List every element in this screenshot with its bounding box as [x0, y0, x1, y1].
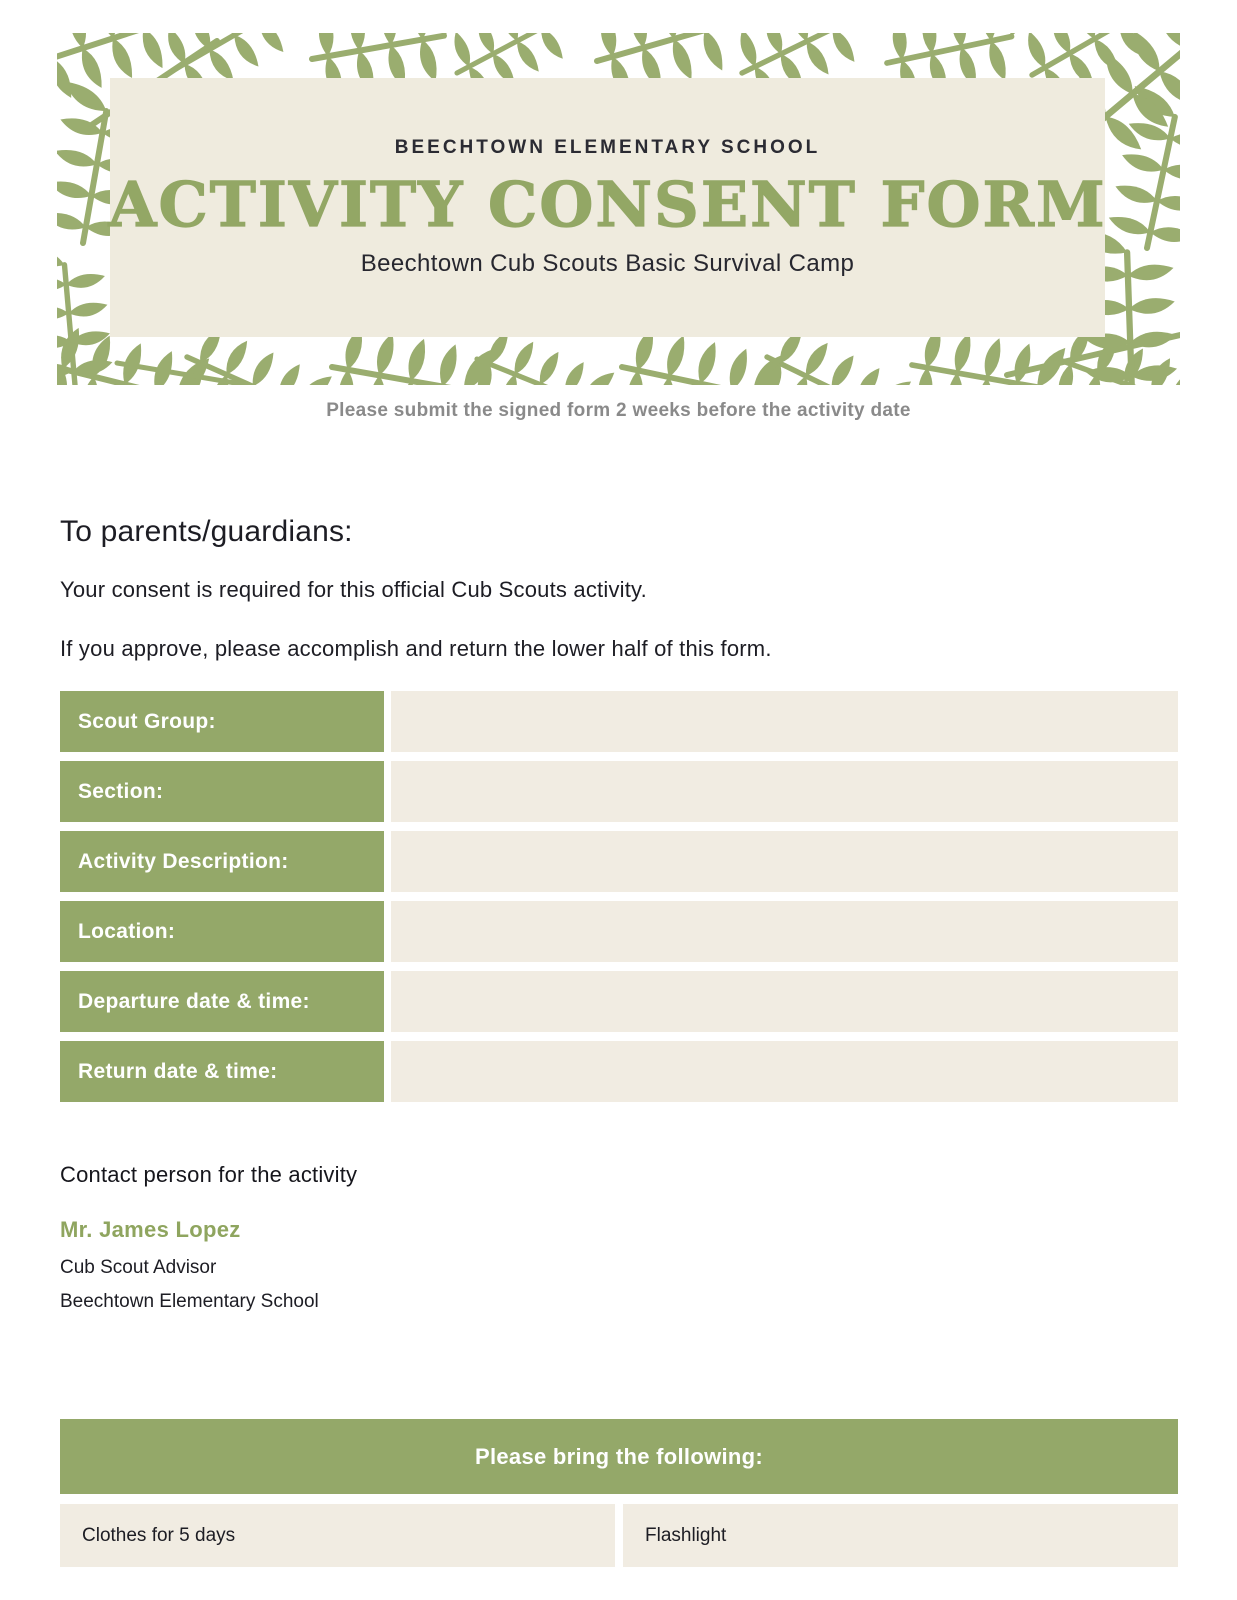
page-subtitle: Beechtown Cub Scouts Basic Survival Camp [360, 249, 855, 277]
field-value-cell[interactable] [391, 831, 1178, 892]
contact-heading: Contact person for the activity [60, 1162, 358, 1187]
field-value-cell[interactable] [391, 1041, 1178, 1102]
field-value-cell[interactable] [391, 971, 1178, 1032]
field-value-cell[interactable] [391, 691, 1178, 752]
form-row: Activity Description: [60, 831, 1178, 892]
form-row: Departure date & time: [60, 971, 1178, 1032]
leaf-pattern-banner: BEECHTOWN ELEMENTARY SCHOOL ACTIVITY CON… [57, 33, 1180, 385]
intro-heading: To parents/guardians: [60, 515, 353, 548]
bring-items-list: Clothes for 5 days Flashlight [60, 1504, 1178, 1567]
intro-line-2: If you approve, please accomplish and re… [60, 636, 772, 661]
bring-item: Clothes for 5 days [60, 1504, 615, 1567]
form-row: Return date & time: [60, 1041, 1178, 1102]
intro-line-1: Your consent is required for this offici… [60, 577, 647, 602]
form-row: Scout Group: [60, 691, 1178, 752]
form-row: Section: [60, 761, 1178, 822]
page-title: ACTIVITY CONSENT FORM [108, 168, 1107, 242]
form-body: To parents/guardians: Your consent is re… [60, 505, 1178, 1567]
field-label: Section: [60, 761, 384, 822]
bring-item: Flashlight [623, 1504, 1178, 1567]
school-name: BEECHTOWN ELEMENTARY SCHOOL [394, 137, 821, 159]
field-value-cell[interactable] [391, 761, 1178, 822]
contact-role: Cub Scout Advisor [60, 1257, 217, 1278]
field-label: Location: [60, 901, 384, 962]
field-label: Activity Description: [60, 831, 384, 892]
header-card: BEECHTOWN ELEMENTARY SCHOOL ACTIVITY CON… [108, 78, 1107, 337]
bring-heading-banner: Please bring the following: [60, 1419, 1178, 1494]
field-value-cell[interactable] [391, 901, 1178, 962]
field-label: Scout Group: [60, 691, 384, 752]
contact-organization: Beechtown Elementary School [60, 1291, 319, 1312]
submission-note: Please submit the signed form 2 weeks be… [326, 400, 911, 421]
fields-table: Scout Group: Section: Activity Descripti… [60, 691, 1178, 1102]
contact-name: Mr. James Lopez [60, 1217, 241, 1242]
field-label: Return date & time: [60, 1041, 384, 1102]
form-row: Location: [60, 901, 1178, 962]
field-label: Departure date & time: [60, 971, 384, 1032]
